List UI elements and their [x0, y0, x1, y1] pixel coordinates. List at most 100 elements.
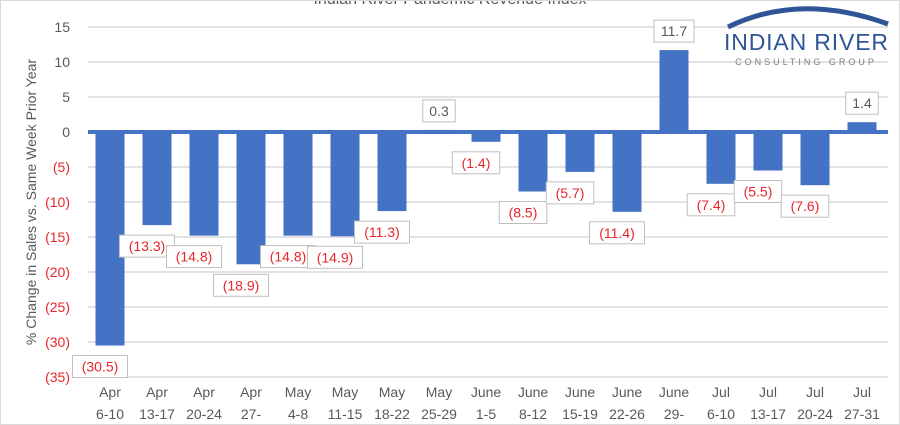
x-tick-label-days: 25-29 — [421, 406, 457, 422]
data-label: (11.3) — [354, 220, 410, 244]
x-tick-label-days: 6-10 — [707, 406, 735, 422]
data-label-box — [653, 19, 695, 43]
y-tick-label: (35) — [45, 369, 70, 385]
data-label-box — [422, 99, 456, 123]
data-label: (5.7) — [545, 181, 595, 205]
y-tick-label: (25) — [45, 299, 70, 315]
data-label-text: (14.8) — [176, 249, 213, 265]
x-tick-label-days: 20-24 — [186, 406, 222, 422]
x-tick-label-month: Jul — [806, 384, 824, 400]
bar — [753, 132, 783, 171]
x-tick-label-month: May — [379, 384, 405, 400]
x-tick-label-month: May — [332, 384, 358, 400]
logo-name: INDIAN RIVER — [724, 29, 888, 55]
data-label-box — [307, 245, 363, 269]
data-label-box — [733, 180, 783, 203]
data-label-box — [166, 245, 222, 269]
bar — [189, 132, 219, 236]
data-label-box — [780, 194, 830, 218]
data-label-text: (11.4) — [599, 225, 635, 241]
bar — [612, 132, 642, 212]
data-label-text: (5.5) — [744, 184, 773, 200]
logo-arc-icon — [726, 6, 889, 30]
x-tick-label-days: 11-15 — [328, 406, 363, 422]
bar — [518, 132, 548, 192]
bar — [330, 132, 360, 237]
bar — [565, 132, 595, 172]
bar — [377, 132, 407, 212]
y-tick-label: (30) — [45, 334, 70, 350]
data-label-text: (18.9) — [223, 277, 260, 293]
bar — [236, 132, 266, 265]
bar — [283, 132, 313, 236]
x-tick-label-days: 27- — [241, 406, 262, 422]
data-label: (14.8) — [260, 245, 316, 269]
x-tick-label-days: 15-19 — [562, 406, 598, 422]
data-label: (1.4) — [451, 151, 501, 175]
x-tick-label-month: June — [659, 384, 690, 400]
y-axis-label: % Change in Sales vs. Same Week Prior Ye… — [23, 59, 39, 345]
x-tick-label-days: 13-17 — [139, 406, 175, 422]
data-label: (7.6) — [780, 194, 830, 218]
data-label-text: (1.4) — [462, 155, 491, 171]
data-label: (13.3) — [119, 234, 175, 258]
x-tick-label-month: June — [471, 384, 502, 400]
x-tick-label-days: 8-12 — [519, 406, 547, 422]
data-label-text: 1.4 — [852, 95, 872, 111]
x-tick-label-days: 20-24 — [797, 406, 833, 422]
y-tick-label: 10 — [54, 54, 70, 70]
bar — [800, 132, 830, 186]
data-label: 0.3 — [422, 99, 456, 123]
y-tick-label: 15 — [54, 19, 70, 35]
logo: INDIAN RIVER CONSULTING GROUP — [724, 6, 889, 67]
y-tick-label: (15) — [45, 229, 70, 245]
x-tick-label-month: Jul — [759, 384, 777, 400]
bar — [471, 132, 501, 142]
data-label-text: (14.9) — [317, 249, 354, 265]
x-tick-label-month: Jul — [712, 384, 730, 400]
x-tick-label-month: June — [565, 384, 596, 400]
data-label: (14.8) — [166, 245, 222, 269]
x-tick-label-month: May — [426, 384, 452, 400]
logo-tagline: CONSULTING GROUP — [735, 57, 877, 67]
bar — [659, 50, 689, 132]
data-label: (7.4) — [686, 193, 736, 217]
x-tick-label-month: Apr — [193, 384, 215, 400]
data-label: 1.4 — [845, 91, 879, 115]
data-label-text: (14.8) — [270, 249, 307, 265]
x-tick-label-month: May — [285, 384, 311, 400]
bar — [142, 132, 172, 226]
x-tick-label-month: Apr — [240, 384, 262, 400]
data-label: (18.9) — [213, 273, 269, 297]
y-tick-label: (20) — [45, 264, 70, 280]
data-label: (5.5) — [733, 180, 783, 203]
x-tick-label-days: 29- — [664, 406, 685, 422]
y-tick-label: (5) — [53, 159, 70, 175]
x-tick-label-days: 22-26 — [609, 406, 645, 422]
data-label-text: (11.3) — [364, 224, 400, 240]
data-label-box — [589, 221, 645, 245]
data-label-box — [72, 355, 128, 378]
x-tick-label-month: Apr — [99, 384, 121, 400]
data-label-text: 11.7 — [661, 23, 687, 39]
x-tick-label-days: 13-17 — [750, 406, 786, 422]
x-tick-label-days: 4-8 — [288, 406, 308, 422]
data-label-text: (8.5) — [509, 205, 538, 221]
chart-title: Indian River Pandemic Revenue Index — [313, 0, 586, 8]
data-label-box — [545, 181, 595, 205]
data-label-box — [686, 193, 736, 217]
x-tick-label-month: Jul — [853, 384, 871, 400]
x-tick-label-days: 6-10 — [96, 406, 124, 422]
x-tick-label-days: 18-22 — [374, 406, 410, 422]
data-label: (14.9) — [307, 245, 363, 269]
bar — [847, 122, 877, 132]
y-tick-label: 5 — [62, 89, 70, 105]
data-label: (11.4) — [589, 221, 645, 245]
x-tick-label-month: Apr — [146, 384, 168, 400]
data-label-box — [354, 220, 410, 244]
data-label-box — [845, 91, 879, 115]
bar — [706, 132, 736, 184]
x-tick-label-month: June — [518, 384, 549, 400]
data-label: 11.7 — [653, 19, 695, 43]
